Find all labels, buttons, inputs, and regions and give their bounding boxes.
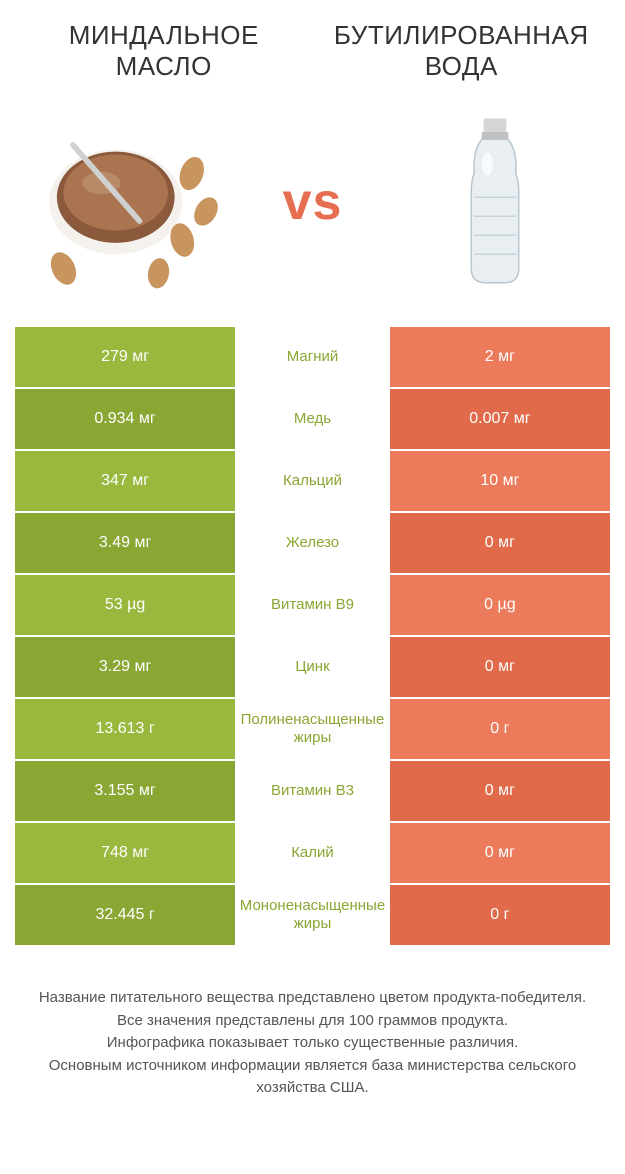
right-value: 0 µg [390, 575, 610, 635]
infographic-container: Миндальное масло Бутилированная вода vs [0, 0, 625, 1174]
vs-label: vs [283, 172, 343, 232]
left-value: 3.29 мг [15, 637, 235, 697]
table-row: 53 µg Витамин B9 0 µg [15, 575, 610, 637]
left-value: 347 мг [15, 451, 235, 511]
right-value: 0 мг [390, 761, 610, 821]
footer-line: Название питательного вещества представл… [25, 987, 600, 1010]
table-row: 3.29 мг Цинк 0 мг [15, 637, 610, 699]
footer-notes: Название питательного вещества представл… [15, 987, 610, 1100]
left-value: 3.155 мг [15, 761, 235, 821]
nutrient-name: Медь [235, 389, 390, 449]
almond-butter-image [35, 107, 225, 297]
nutrient-name: Мононенасыщенные жиры [235, 885, 390, 945]
footer-line: Все значения представлены для 100 граммо… [25, 1010, 600, 1033]
right-value: 0 мг [390, 823, 610, 883]
left-value: 3.49 мг [15, 513, 235, 573]
table-row: 0.934 мг Медь 0.007 мг [15, 389, 610, 451]
right-value: 0 г [390, 699, 610, 759]
footer-line: Инфографика показывает только существенн… [25, 1032, 600, 1055]
nutrient-name: Витамин B3 [235, 761, 390, 821]
table-row: 32.445 г Мононенасыщенные жиры 0 г [15, 885, 610, 947]
table-row: 279 мг Магний 2 мг [15, 327, 610, 389]
left-value: 53 µg [15, 575, 235, 635]
titles-row: Миндальное масло Бутилированная вода [15, 20, 610, 82]
nutrient-name: Железо [235, 513, 390, 573]
water-bottle-icon [400, 107, 590, 297]
left-value: 279 мг [15, 327, 235, 387]
right-value: 0 мг [390, 637, 610, 697]
table-row: 748 мг Калий 0 мг [15, 823, 610, 885]
left-value: 748 мг [15, 823, 235, 883]
left-value: 32.445 г [15, 885, 235, 945]
nutrient-name: Полиненасыщенные жиры [235, 699, 390, 759]
right-value: 0 г [390, 885, 610, 945]
left-product-title: Миндальное масло [15, 20, 313, 82]
left-value: 13.613 г [15, 699, 235, 759]
right-product-title: Бутилированная вода [313, 20, 611, 82]
table-row: 347 мг Кальций 10 мг [15, 451, 610, 513]
almond-butter-icon [35, 107, 225, 297]
nutrient-name: Калий [235, 823, 390, 883]
nutrient-name: Магний [235, 327, 390, 387]
images-row: vs [15, 107, 610, 297]
right-value: 0 мг [390, 513, 610, 573]
comparison-table: 279 мг Магний 2 мг 0.934 мг Медь 0.007 м… [15, 327, 610, 947]
footer-line: Основным источником информации является … [25, 1055, 600, 1100]
nutrient-name: Цинк [235, 637, 390, 697]
right-value: 0.007 мг [390, 389, 610, 449]
nutrient-name: Витамин B9 [235, 575, 390, 635]
table-row: 3.49 мг Железо 0 мг [15, 513, 610, 575]
right-value: 10 мг [390, 451, 610, 511]
table-row: 13.613 г Полиненасыщенные жиры 0 г [15, 699, 610, 761]
right-value: 2 мг [390, 327, 610, 387]
water-bottle-image [400, 107, 590, 297]
left-value: 0.934 мг [15, 389, 235, 449]
nutrient-name: Кальций [235, 451, 390, 511]
table-row: 3.155 мг Витамин B3 0 мг [15, 761, 610, 823]
